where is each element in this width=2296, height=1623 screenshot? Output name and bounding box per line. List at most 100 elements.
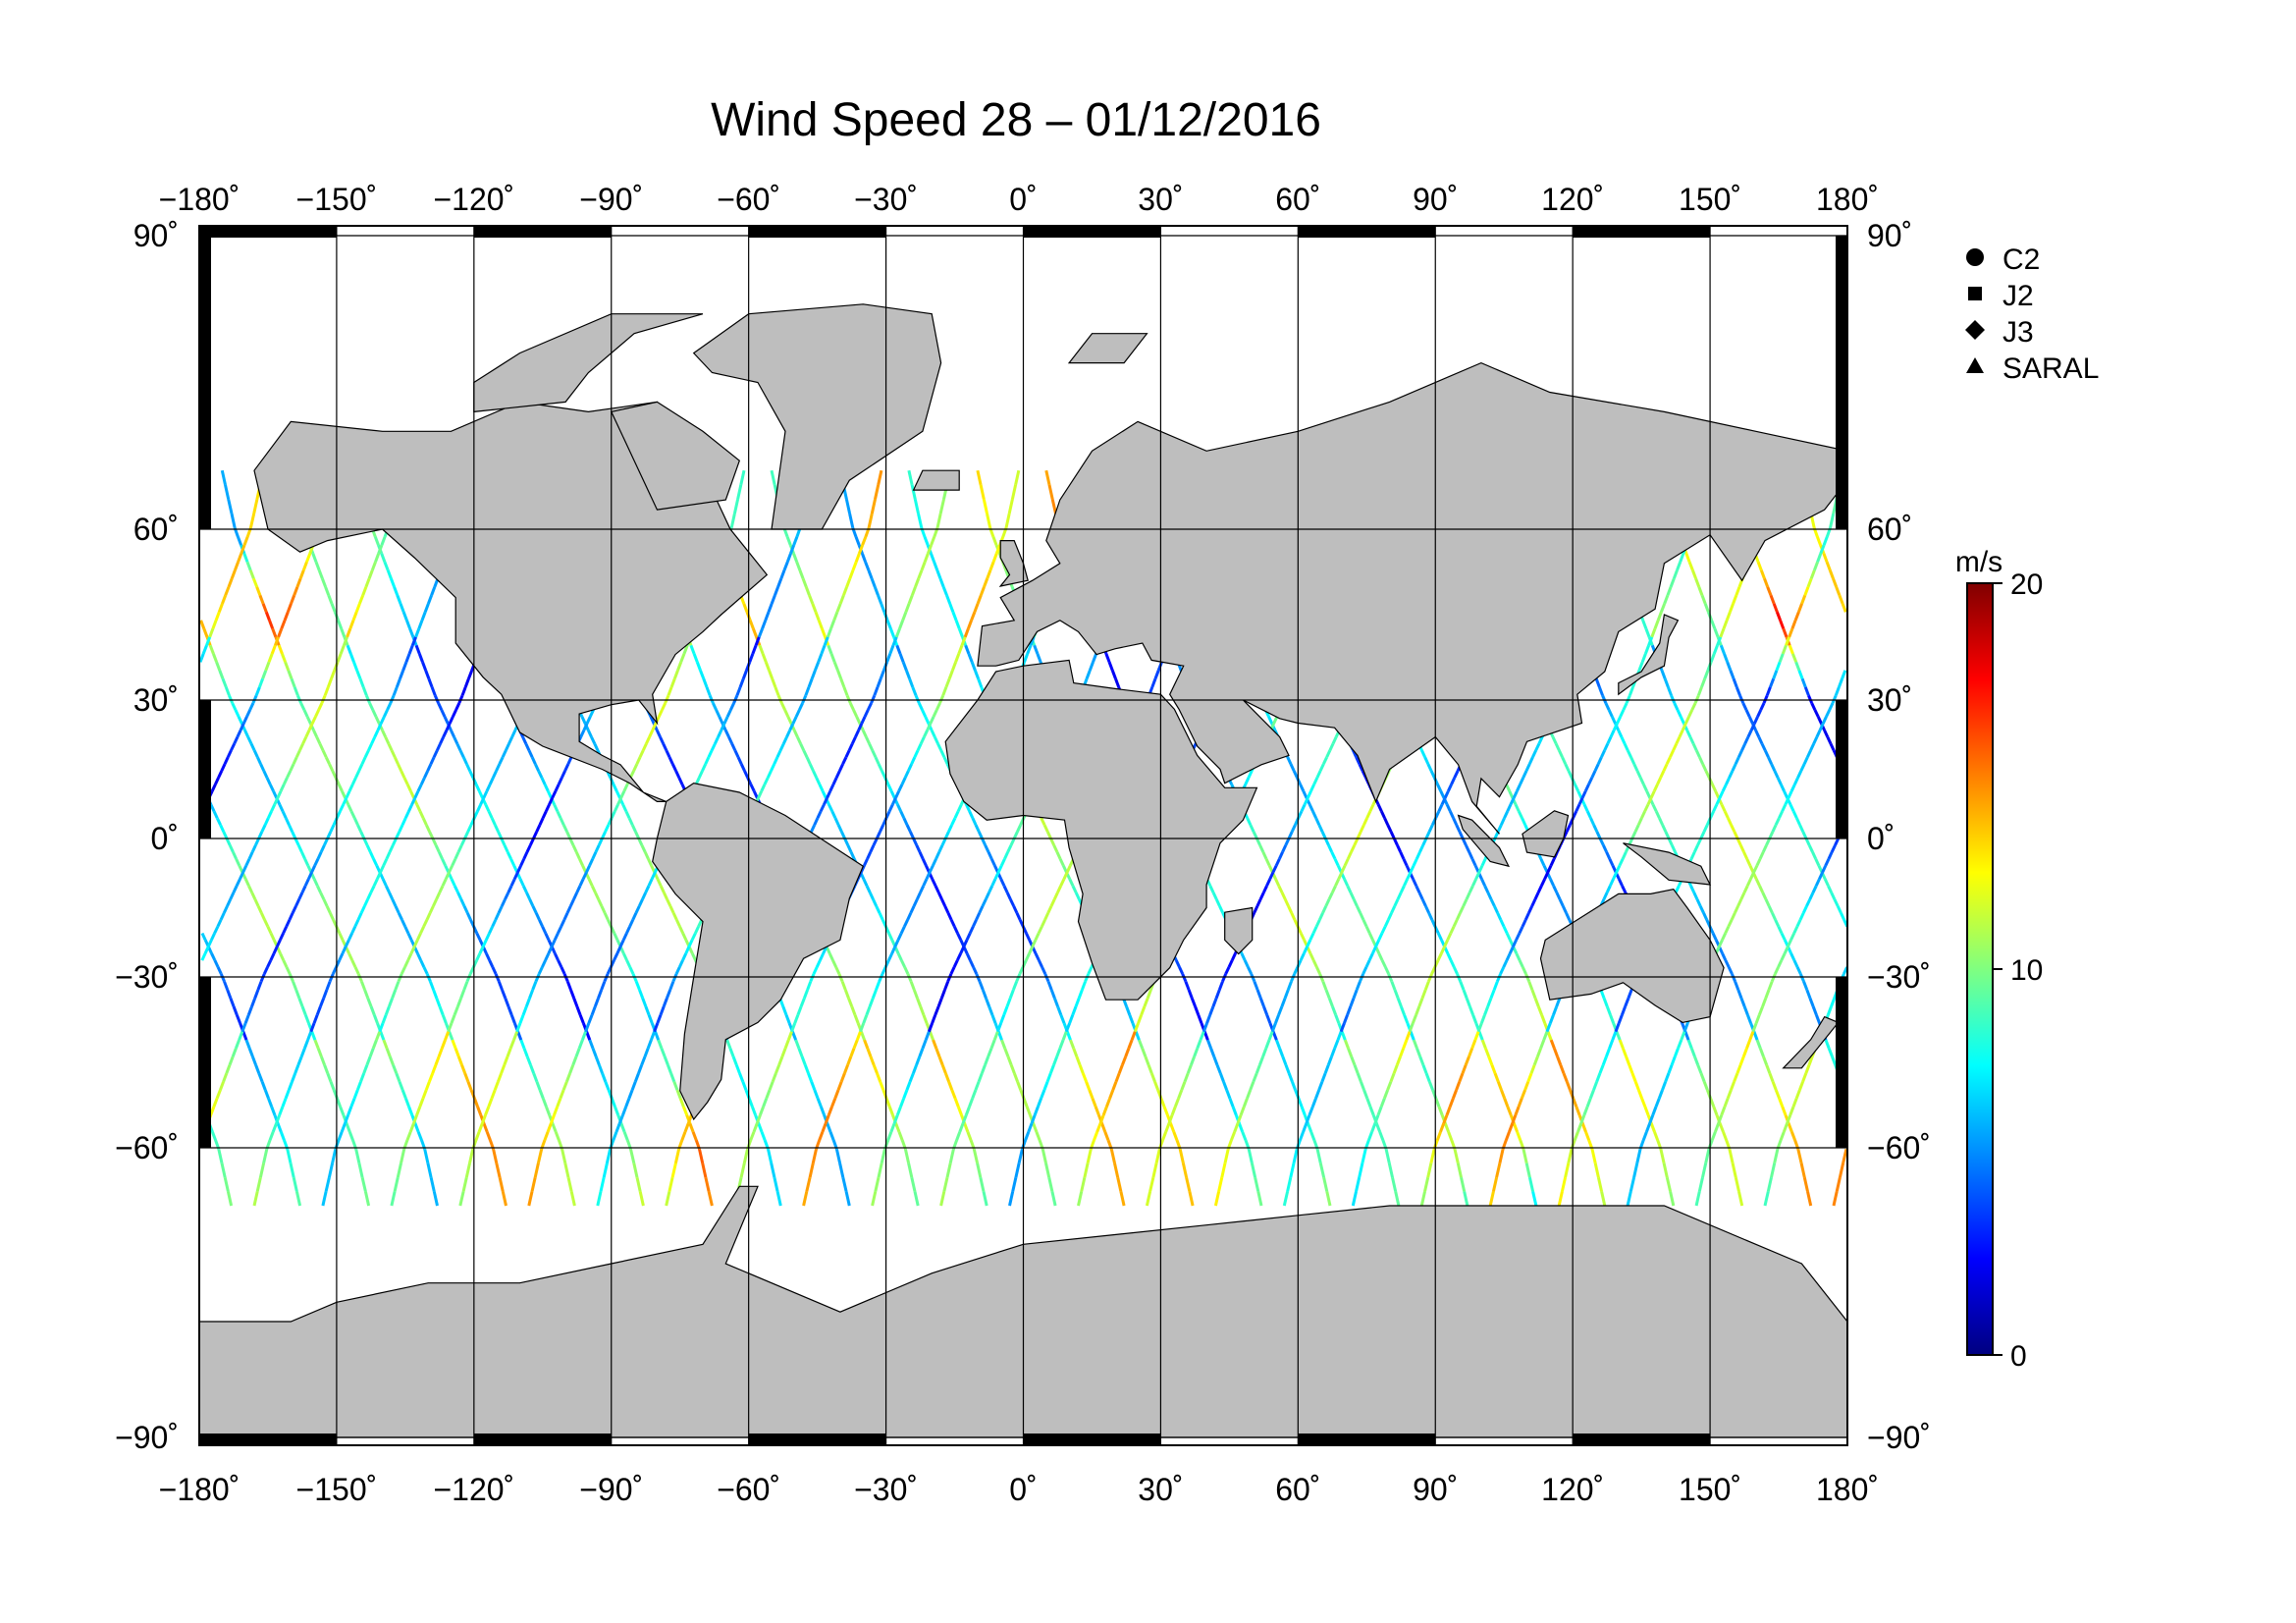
track-segment [1299,952,1306,961]
track-segment [1087,966,1094,975]
track-segment [863,709,870,718]
track-segment [1323,1064,1330,1074]
track-segment [468,966,475,975]
track-segment [591,851,598,860]
track-segment [602,1163,609,1178]
track-segment [597,1064,605,1074]
track-segment [1823,730,1830,738]
track-segment [921,1039,928,1050]
track-segment [1254,1176,1260,1192]
track-segment [1777,959,1784,968]
track-segment [222,905,229,914]
track-segment [1307,1122,1313,1133]
track-segment [504,892,510,900]
track-segment [1449,959,1456,968]
track-segment [1009,1064,1016,1074]
track-segment [1011,1176,1018,1192]
track-segment [415,1106,422,1116]
track-segment [1201,1022,1208,1033]
track-segment [841,756,848,765]
track-segment [588,858,595,867]
track-segment [522,851,529,860]
track-segment [322,989,329,1000]
track-segment [814,611,821,622]
track-segment [427,677,434,688]
track-segment [1396,844,1403,853]
track-segment [903,966,910,975]
track-segment [1415,885,1421,893]
track-segment [292,756,298,765]
track-segment [379,716,386,725]
track-segment [698,1148,705,1164]
track-segment [936,892,943,900]
track-segment [1471,1014,1478,1024]
track-segment [294,1191,302,1207]
track-segment [285,966,292,975]
track-segment [970,611,977,622]
track-segment [659,735,666,745]
track-segment [1349,892,1356,900]
track-segment [1654,810,1661,819]
track-segment [507,885,513,893]
track-segment [462,981,469,991]
track-segment [414,644,421,655]
track-segment [1042,1081,1049,1091]
track-segment [1651,1106,1658,1116]
track-segment [673,1148,681,1164]
track-segment [655,730,662,738]
track-segment [955,1131,962,1141]
track-segment [826,1122,832,1133]
track-segment [1379,1098,1386,1108]
track-segment [899,925,906,935]
track-segment [1526,1072,1533,1083]
track-segment [691,1131,698,1141]
track-segment [1321,981,1328,991]
track-segment [1777,925,1784,935]
track-segment [322,898,329,907]
track-segment [463,1072,470,1083]
track-segment [566,756,573,765]
track-segment [252,499,259,514]
lat-tick-label-right: 90˚ [1867,218,1912,253]
track-segment [1356,831,1362,839]
track-segment [1452,817,1459,826]
track-segment [1775,611,1783,622]
track-segment [578,1014,585,1024]
track-segment [301,561,308,571]
track-segment [1351,1191,1358,1207]
track-segment [403,959,410,968]
track-segment [467,670,474,679]
track-segment [1339,1022,1346,1033]
map-frame: −180˚−180˚−150˚−150˚−120˚−120˚−90˚−90˚−6… [115,182,1931,1507]
track-segment [600,905,607,914]
track-segment [757,627,764,638]
track-segment [1564,1163,1571,1178]
track-segment [982,499,988,514]
track-segment [372,858,379,867]
track-segment [214,611,221,622]
track-segment [1596,756,1603,765]
track-segment [1756,561,1763,571]
track-segment [990,878,997,887]
track-segment [1459,981,1466,991]
track-segment [861,730,868,738]
track-segment [522,1048,529,1057]
legend-item: J3 [1965,316,2034,349]
track-segment [1336,1031,1343,1041]
track-segment [936,998,943,1007]
lat-tick-label-right: −90˚ [1867,1420,1931,1455]
track-segment [237,553,243,563]
track-segment [634,981,641,991]
track-segment [1692,892,1699,900]
track-segment [977,677,984,688]
track-segment [976,469,983,486]
track-segment [1758,1048,1765,1057]
track-segment [943,831,950,839]
track-segment [485,952,492,961]
track-segment [1386,824,1393,833]
track-segment [1764,989,1771,1000]
track-segment [294,898,301,907]
track-segment [1346,885,1353,893]
track-segment [852,709,859,718]
track-segment [1537,735,1544,745]
